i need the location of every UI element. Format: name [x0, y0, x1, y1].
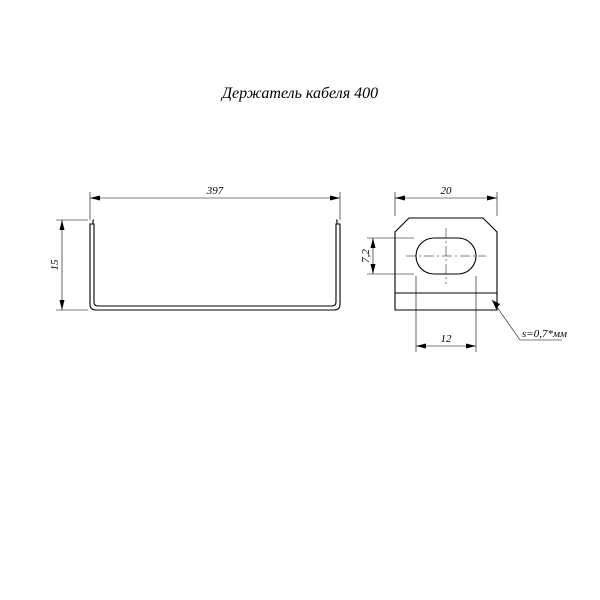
dim-12-label: 12	[441, 333, 453, 345]
dim-7-2-label: 7,2	[360, 249, 372, 263]
dim-12: 12	[416, 276, 476, 352]
dim-20-label: 20	[441, 185, 453, 197]
dim-height-label: 15	[49, 259, 61, 271]
dim-height-15: 15	[49, 220, 88, 310]
dim-width-label: 397	[206, 185, 224, 197]
drawing-title: Держатель кабеля 400	[220, 85, 378, 102]
dim-20: 20	[395, 185, 497, 216]
thickness-note-label: s=0,7*мм	[522, 328, 567, 340]
front-view: 397 15	[49, 185, 340, 310]
dim-7-2: 7,2	[360, 238, 414, 274]
dim-width-397: 397	[90, 185, 340, 220]
side-view: 20 7,2 12 s=0,7*мм	[360, 185, 567, 352]
thickness-note: s=0,7*мм	[492, 300, 567, 340]
engineering-drawing: Держатель кабеля 400 397	[0, 0, 600, 600]
